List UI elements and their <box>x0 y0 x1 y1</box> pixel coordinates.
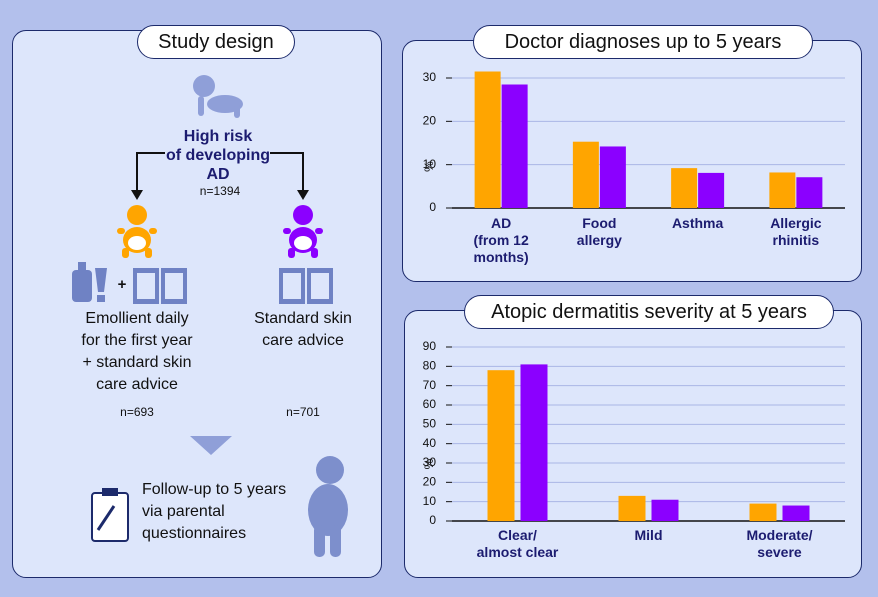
bar <box>475 72 501 209</box>
bar <box>652 500 679 521</box>
bar <box>521 364 548 521</box>
bar <box>488 370 515 521</box>
bar <box>750 504 777 521</box>
x-tick-label: Moderate/ severe <box>746 527 812 561</box>
y-axis-label: % <box>422 161 436 172</box>
arrowhead <box>297 190 309 200</box>
y-tick-label: 80 <box>423 359 437 373</box>
y-tick-label: 70 <box>423 378 437 392</box>
n-label: n=693 <box>120 405 154 419</box>
arrowhead <box>131 190 143 200</box>
bar <box>783 506 810 521</box>
arm-label: Standard skin care advice <box>254 308 352 352</box>
y-tick-label: 50 <box>423 417 437 431</box>
baby-icon <box>193 75 243 118</box>
booklet-icon <box>133 268 333 304</box>
x-tick-label: Asthma <box>672 215 723 232</box>
clipboard-icon <box>92 488 128 541</box>
bar <box>619 496 646 521</box>
bar <box>502 85 528 209</box>
baby-icon <box>117 205 157 258</box>
y-tick-label: 0 <box>429 200 436 214</box>
down-triangle <box>190 436 232 455</box>
x-tick-label: Food allergy <box>577 215 622 249</box>
n-label: n=1394 <box>200 184 240 198</box>
infographic: 0102030%0102030405060708090% Study desig… <box>0 0 878 597</box>
baby-icon <box>283 205 323 258</box>
x-tick-label: Mild <box>635 527 663 544</box>
y-axis-label: % <box>422 458 436 469</box>
chart-title: Atopic dermatitis severity at 5 years <box>464 295 834 329</box>
y-tick-label: 90 <box>423 339 437 353</box>
bar <box>698 173 724 208</box>
bar <box>573 142 599 208</box>
risk-label: High risk of developing AD <box>166 127 270 184</box>
bar <box>600 146 626 208</box>
y-tick-label: 0 <box>429 513 436 527</box>
plus: + <box>118 276 127 293</box>
y-tick-label: 60 <box>423 397 437 411</box>
n-label: n=701 <box>286 405 320 419</box>
y-tick-label: 40 <box>423 436 437 450</box>
emollient-icon <box>72 262 107 302</box>
y-tick-label: 30 <box>423 70 437 84</box>
panel-title: Study design <box>137 25 295 59</box>
y-tick-label: 10 <box>423 494 437 508</box>
bar <box>796 177 822 208</box>
diaper <box>128 236 146 250</box>
follow-up: Follow-up to 5 years via parental questi… <box>142 479 286 545</box>
bar <box>671 168 697 208</box>
y-tick-label: 20 <box>423 114 437 128</box>
x-tick-label: AD (from 12 months) <box>474 215 529 266</box>
bar <box>769 172 795 208</box>
child-icon <box>308 456 348 557</box>
chart-title: Doctor diagnoses up to 5 years <box>473 25 813 59</box>
diaper <box>294 236 312 250</box>
x-tick-label: Clear/ almost clear <box>477 527 559 561</box>
arm-label: Emollient daily for the first year + sta… <box>81 308 192 396</box>
x-tick-label: Allergic rhinitis <box>770 215 821 249</box>
y-tick-label: 20 <box>423 475 437 489</box>
